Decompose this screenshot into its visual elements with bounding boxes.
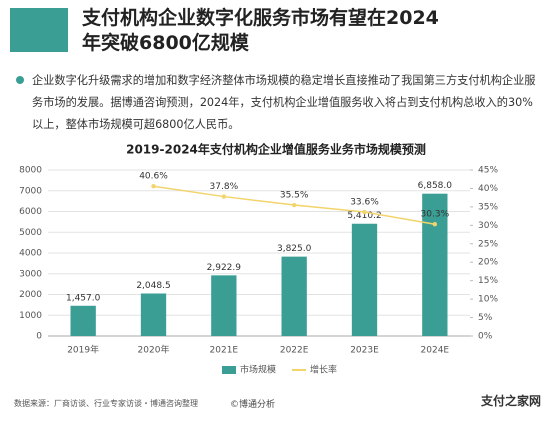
bar-label: 1,457.0 <box>66 293 101 303</box>
legend-label: 市场规模 <box>240 364 276 376</box>
y-tick-label: 1000 <box>19 311 42 321</box>
line-label: 35.5% <box>280 191 309 201</box>
y-tick-label: 0 <box>36 332 42 342</box>
x-tick-label: 2023E <box>350 346 379 356</box>
chart: 2019-2024年支付机构企业增值服务业务市场规模预测 0 1000 2000 30… <box>19 142 498 376</box>
y-tick-label: 5000 <box>19 228 42 238</box>
bullet <box>16 76 24 84</box>
bar <box>281 256 307 336</box>
bar-label: 5,410.2 <box>347 211 381 221</box>
bar-label: 2,922.9 <box>207 263 242 273</box>
y-tick-label: 8000 <box>19 166 42 176</box>
line-label: 33.6% <box>350 198 379 208</box>
y2-tick-label: 45% <box>478 166 498 176</box>
x-tick-label: 2022E <box>280 346 309 356</box>
chart-title: 2019-2024年支付机构企业增值服务业务市场规模预测 <box>126 142 426 157</box>
legend-swatch <box>222 366 236 374</box>
x-tick-label: 2019年 <box>67 344 99 356</box>
title-block <box>10 8 68 52</box>
y2-tick-label: 30% <box>478 221 498 231</box>
line-point <box>221 194 227 199</box>
y2-tick-label: 0% <box>478 332 493 342</box>
bar <box>140 293 167 336</box>
x-tick-label: 2024E <box>421 346 450 356</box>
page-title: 支付机构企业数字化服务市场有望在2024 年突破6800亿规模 <box>82 6 439 56</box>
y2-tick-label: 25% <box>478 239 498 249</box>
y2-tick-label: 15% <box>478 276 498 286</box>
bar-label: 3,825.0 <box>277 244 312 254</box>
line-point <box>291 202 297 208</box>
legend-label: 增长率 <box>310 364 337 376</box>
line-point <box>362 209 367 215</box>
line-point <box>432 222 438 227</box>
title-line: 年突破6800亿规模 <box>82 32 249 54</box>
y2-tick-label: 20% <box>478 258 498 268</box>
bar-label: 2,048.5 <box>136 281 170 291</box>
x-tick-label: 2020年 <box>138 344 170 356</box>
y-tick-label: 6000 <box>19 207 42 217</box>
line-label: 30.3% <box>421 210 450 220</box>
paragraph: 企业数字化升级需求的增加和数字经济整体市场规模的稳定增长直接推动了我国第三方支付… <box>32 74 536 131</box>
line-point <box>151 184 156 189</box>
y-tick-label: 4000 <box>19 249 42 259</box>
y2-tick-label: 10% <box>478 295 498 305</box>
y2-tick-label: 5% <box>478 313 493 323</box>
bar <box>422 193 448 336</box>
line-label: 37.8% <box>210 182 239 192</box>
source: 数据来源：厂商访谈、行业专家访谈・博通咨询整理 <box>14 399 198 408</box>
bar <box>70 305 96 336</box>
y2-tick-label: 35% <box>478 202 498 212</box>
y-tick-label: 3000 <box>19 269 42 279</box>
copyright: ©博通分析 <box>230 400 276 410</box>
line-label: 40.6% <box>139 172 168 182</box>
y-tick-label: 2000 <box>19 290 42 300</box>
y2-tick-label: 40% <box>478 184 498 194</box>
watermark: 支付之家网 <box>480 394 541 408</box>
y-tick-label: 7000 <box>19 186 42 196</box>
bar-label: 6,858.0 <box>418 181 453 191</box>
bar <box>211 275 237 336</box>
x-tick-label: 2021E <box>210 346 239 356</box>
bar <box>351 223 378 336</box>
title-line: 支付机构企业数字化服务市场有望在2024 <box>82 7 439 29</box>
